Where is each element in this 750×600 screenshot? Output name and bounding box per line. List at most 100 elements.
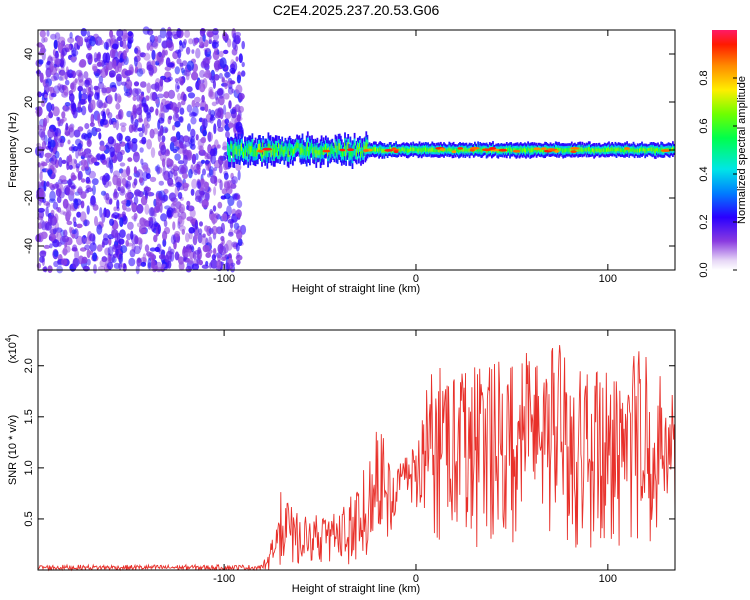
heatmap-noise-cell — [202, 168, 206, 176]
heatmap-noise-cell — [144, 203, 150, 215]
snr-scale-exponent: 4 — [4, 337, 13, 342]
heatmap-noise-cell — [38, 222, 42, 230]
heatmap-signal-core — [307, 150, 310, 156]
heatmap-noise-cell — [133, 108, 137, 115]
heatmap-signal-core — [609, 148, 611, 152]
heatmap-noise-cell — [235, 84, 243, 95]
heatmap-noise-cell — [167, 260, 172, 269]
heatmap-noise-cell — [52, 183, 60, 189]
heatmap-noise-cell — [219, 50, 224, 58]
heatmap-signal-core — [376, 148, 378, 152]
heatmap-noise-cell — [186, 60, 195, 72]
heatmap-noise-cell — [198, 36, 203, 47]
heatmap-noise-cell — [118, 253, 124, 264]
heatmap-signal-core — [371, 148, 374, 152]
heatmap-noise-cell — [208, 91, 217, 100]
heatmap-noise-cell — [39, 72, 44, 83]
heatmap-noise-cell — [193, 38, 199, 45]
heatmap-noise-cell — [172, 221, 176, 231]
heatmap-noise-cell — [61, 258, 68, 266]
heatmap-noise-cell — [105, 174, 111, 181]
heatmap-noise-cell — [140, 158, 144, 165]
heatmap-signal-core — [418, 147, 421, 152]
heatmap-noise-cell — [210, 109, 216, 118]
heatmap-signal-peak — [457, 147, 464, 150]
heatmap-noise-cell — [180, 100, 186, 106]
heatmap-noise-cell — [235, 36, 240, 45]
heatmap-noise-cell — [109, 218, 115, 226]
heatmap-noise-cell — [190, 188, 195, 196]
heatmap-noise-cell — [51, 229, 59, 239]
heatmap-noise-cell — [191, 263, 200, 271]
heatmap-signal-core — [519, 147, 522, 152]
heatmap-signal-peak — [393, 150, 399, 154]
heatmap-signal-core — [636, 148, 639, 153]
heatmap-signal-core — [318, 149, 321, 155]
heatmap-noise-cell — [237, 170, 241, 181]
heatmap-signal-core — [419, 148, 422, 152]
heatmap-noise-cell — [128, 257, 136, 267]
heatmap-noise-cell — [83, 71, 89, 79]
heatmap-signal-core — [633, 148, 636, 153]
heatmap-noise-cell — [222, 141, 228, 150]
heatmap-signal-core — [446, 149, 449, 153]
heatmap-noise-cell — [41, 99, 46, 107]
heatmap-noise-cell — [201, 159, 205, 164]
heatmap-noise-cell — [196, 163, 201, 171]
heatmap-signal-core — [361, 147, 363, 154]
heatmap-signal-core — [342, 151, 344, 157]
heatmap-noise-cell — [182, 135, 190, 142]
heatmap-noise-cell — [182, 60, 188, 66]
heatmap-noise-cell — [97, 81, 105, 90]
heatmap-noise-cell — [101, 87, 107, 94]
heatmap-signal-core — [517, 148, 520, 152]
heatmap-noise-cell — [230, 80, 235, 85]
heatmap-signal-core — [632, 147, 635, 152]
heatmap-noise-cell — [140, 261, 147, 267]
heatmap-noise-cell — [175, 81, 180, 93]
heatmap-noise-cell — [109, 30, 114, 38]
heatmap-noise-cell — [153, 211, 157, 218]
heatmap-signal-core — [429, 148, 432, 152]
heatmap-noise-cell — [220, 235, 225, 242]
heatmap-noise-cell — [160, 144, 167, 156]
heatmap-signal-core — [257, 143, 260, 151]
heatmap-noise-cell — [208, 35, 212, 44]
heatmap-signal-core — [260, 146, 262, 153]
heatmap-noise-cell — [177, 77, 183, 82]
heatmap-signal-core — [649, 147, 652, 151]
heatmap-noise-cell — [205, 182, 209, 192]
heatmap-noise-cell — [156, 167, 163, 174]
heatmap-signal-core — [353, 143, 356, 151]
heatmap-noise-cell — [125, 199, 131, 207]
heatmap-signal-core — [285, 146, 288, 152]
heatmap-noise-cell — [105, 192, 110, 201]
heatmap-noise-cell — [136, 222, 142, 228]
heatmap-signal-core — [607, 147, 609, 152]
heatmap-signal-core — [645, 148, 648, 152]
heatmap-noise-cell — [148, 207, 156, 217]
heatmap-noise-cell — [105, 87, 112, 94]
heatmap-noise-cell — [236, 252, 240, 258]
heatmap-noise-cell — [53, 58, 61, 65]
heatmap-noise-cell — [76, 36, 84, 46]
heatmap-signal-core — [411, 147, 413, 151]
heatmap-signal-core — [457, 148, 459, 153]
heatmap-signal-core — [620, 148, 623, 153]
heatmap-noise-cell — [218, 87, 225, 99]
heatmap-noise-cell — [74, 78, 78, 84]
heatmap-noise-cell — [146, 112, 152, 122]
heatmap-noise-cell — [177, 221, 181, 229]
heatmap-signal-core — [382, 148, 385, 153]
heatmap-signal-core — [356, 144, 359, 150]
heatmap-signal-core — [292, 148, 294, 156]
heatmap-noise-cell — [158, 117, 165, 124]
heatmap-signal-core — [380, 147, 383, 152]
heatmap-noise-cell — [159, 108, 165, 118]
heatmap-signal-core — [338, 143, 341, 151]
heatmap-signal-core — [305, 146, 308, 156]
heatmap-noise-cell — [108, 70, 116, 78]
heatmap-noise-cell — [95, 128, 102, 132]
heatmap-noise-cell — [82, 265, 90, 272]
heatmap-noise-cell — [143, 52, 151, 61]
